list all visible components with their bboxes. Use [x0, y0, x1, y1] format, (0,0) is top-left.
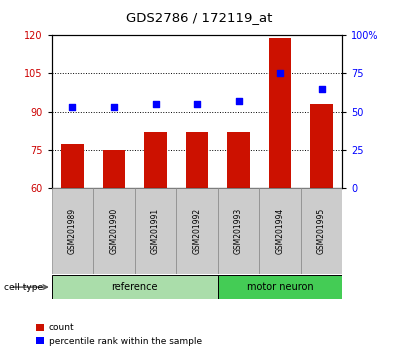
Text: GSM201995: GSM201995 — [317, 208, 326, 254]
Text: GSM201989: GSM201989 — [68, 208, 77, 254]
Point — [235, 98, 242, 104]
Bar — [301, 188, 342, 274]
Bar — [61, 144, 84, 188]
Point — [194, 101, 200, 107]
Text: reference: reference — [111, 282, 158, 292]
Text: motor neuron: motor neuron — [247, 282, 313, 292]
Text: GSM201994: GSM201994 — [275, 208, 285, 254]
Bar — [227, 132, 250, 188]
Text: GSM201992: GSM201992 — [193, 208, 201, 254]
Bar — [259, 188, 301, 274]
Point — [111, 104, 117, 110]
Bar — [185, 132, 209, 188]
Bar — [144, 132, 167, 188]
Text: GSM201993: GSM201993 — [234, 208, 243, 254]
Point — [318, 86, 325, 92]
Legend: count, percentile rank within the sample: count, percentile rank within the sample — [36, 324, 202, 346]
Bar — [269, 38, 291, 188]
Bar — [218, 188, 259, 274]
Bar — [103, 149, 125, 188]
Text: GSM201990: GSM201990 — [109, 208, 119, 254]
Text: GDS2786 / 172119_at: GDS2786 / 172119_at — [126, 11, 272, 24]
Bar — [218, 275, 342, 299]
Bar — [310, 104, 333, 188]
Bar — [93, 188, 135, 274]
Text: cell type: cell type — [4, 282, 43, 292]
Point — [152, 101, 159, 107]
Point — [277, 71, 283, 76]
Text: GSM201991: GSM201991 — [151, 208, 160, 254]
Bar — [52, 275, 218, 299]
Bar — [176, 188, 218, 274]
Bar — [135, 188, 176, 274]
Bar — [52, 188, 93, 274]
Point — [69, 104, 76, 110]
